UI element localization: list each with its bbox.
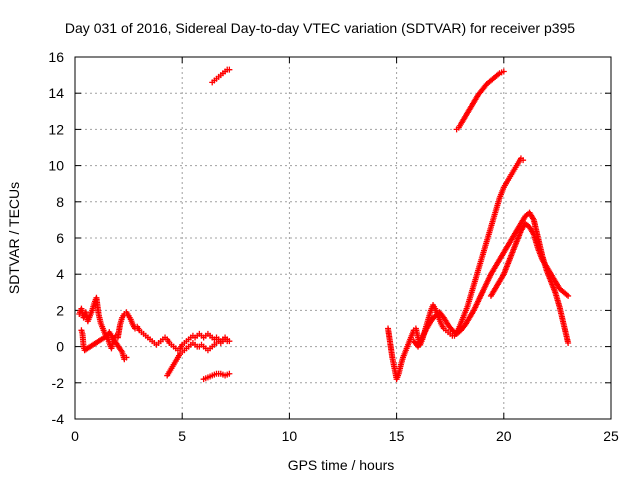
data-point — [565, 339, 572, 346]
axis-ticks: 0 5 10 15 20 25 -4 -2 0 2 4 6 8 10 12 14 16 — [48, 49, 619, 444]
x-tick-label: 10 — [282, 428, 298, 444]
grid — [75, 57, 611, 419]
y-tick-label: 10 — [48, 158, 64, 174]
data-point — [520, 157, 527, 164]
data-point — [224, 338, 231, 345]
data-point — [226, 66, 233, 73]
data-point — [123, 354, 130, 361]
chart-title: Day 031 of 2016, Sidereal Day-to-day VTE… — [65, 20, 575, 36]
y-tick-label: 0 — [56, 339, 64, 355]
x-tick-label: 15 — [389, 428, 405, 444]
y-tick-label: 6 — [56, 230, 64, 246]
x-tick-label: 5 — [178, 428, 186, 444]
x-tick-label: 25 — [603, 428, 619, 444]
y-tick-label: 16 — [48, 49, 64, 65]
data-point — [226, 370, 233, 377]
y-axis-label: SDTVAR / TECUs — [6, 182, 22, 294]
y-tick-label: 2 — [56, 302, 64, 318]
y-tick-label: -4 — [52, 411, 65, 427]
x-tick-label: 20 — [496, 428, 512, 444]
y-tick-label: 8 — [56, 194, 64, 210]
y-tick-label: 12 — [48, 121, 64, 137]
data-point — [565, 292, 572, 299]
data-point — [500, 68, 507, 75]
data-points — [76, 66, 572, 383]
x-tick-label: 0 — [71, 428, 79, 444]
y-tick-label: -2 — [52, 375, 65, 391]
y-tick-label: 4 — [56, 266, 64, 282]
x-axis-label: GPS time / hours — [288, 457, 395, 473]
y-tick-label: 14 — [48, 85, 64, 101]
